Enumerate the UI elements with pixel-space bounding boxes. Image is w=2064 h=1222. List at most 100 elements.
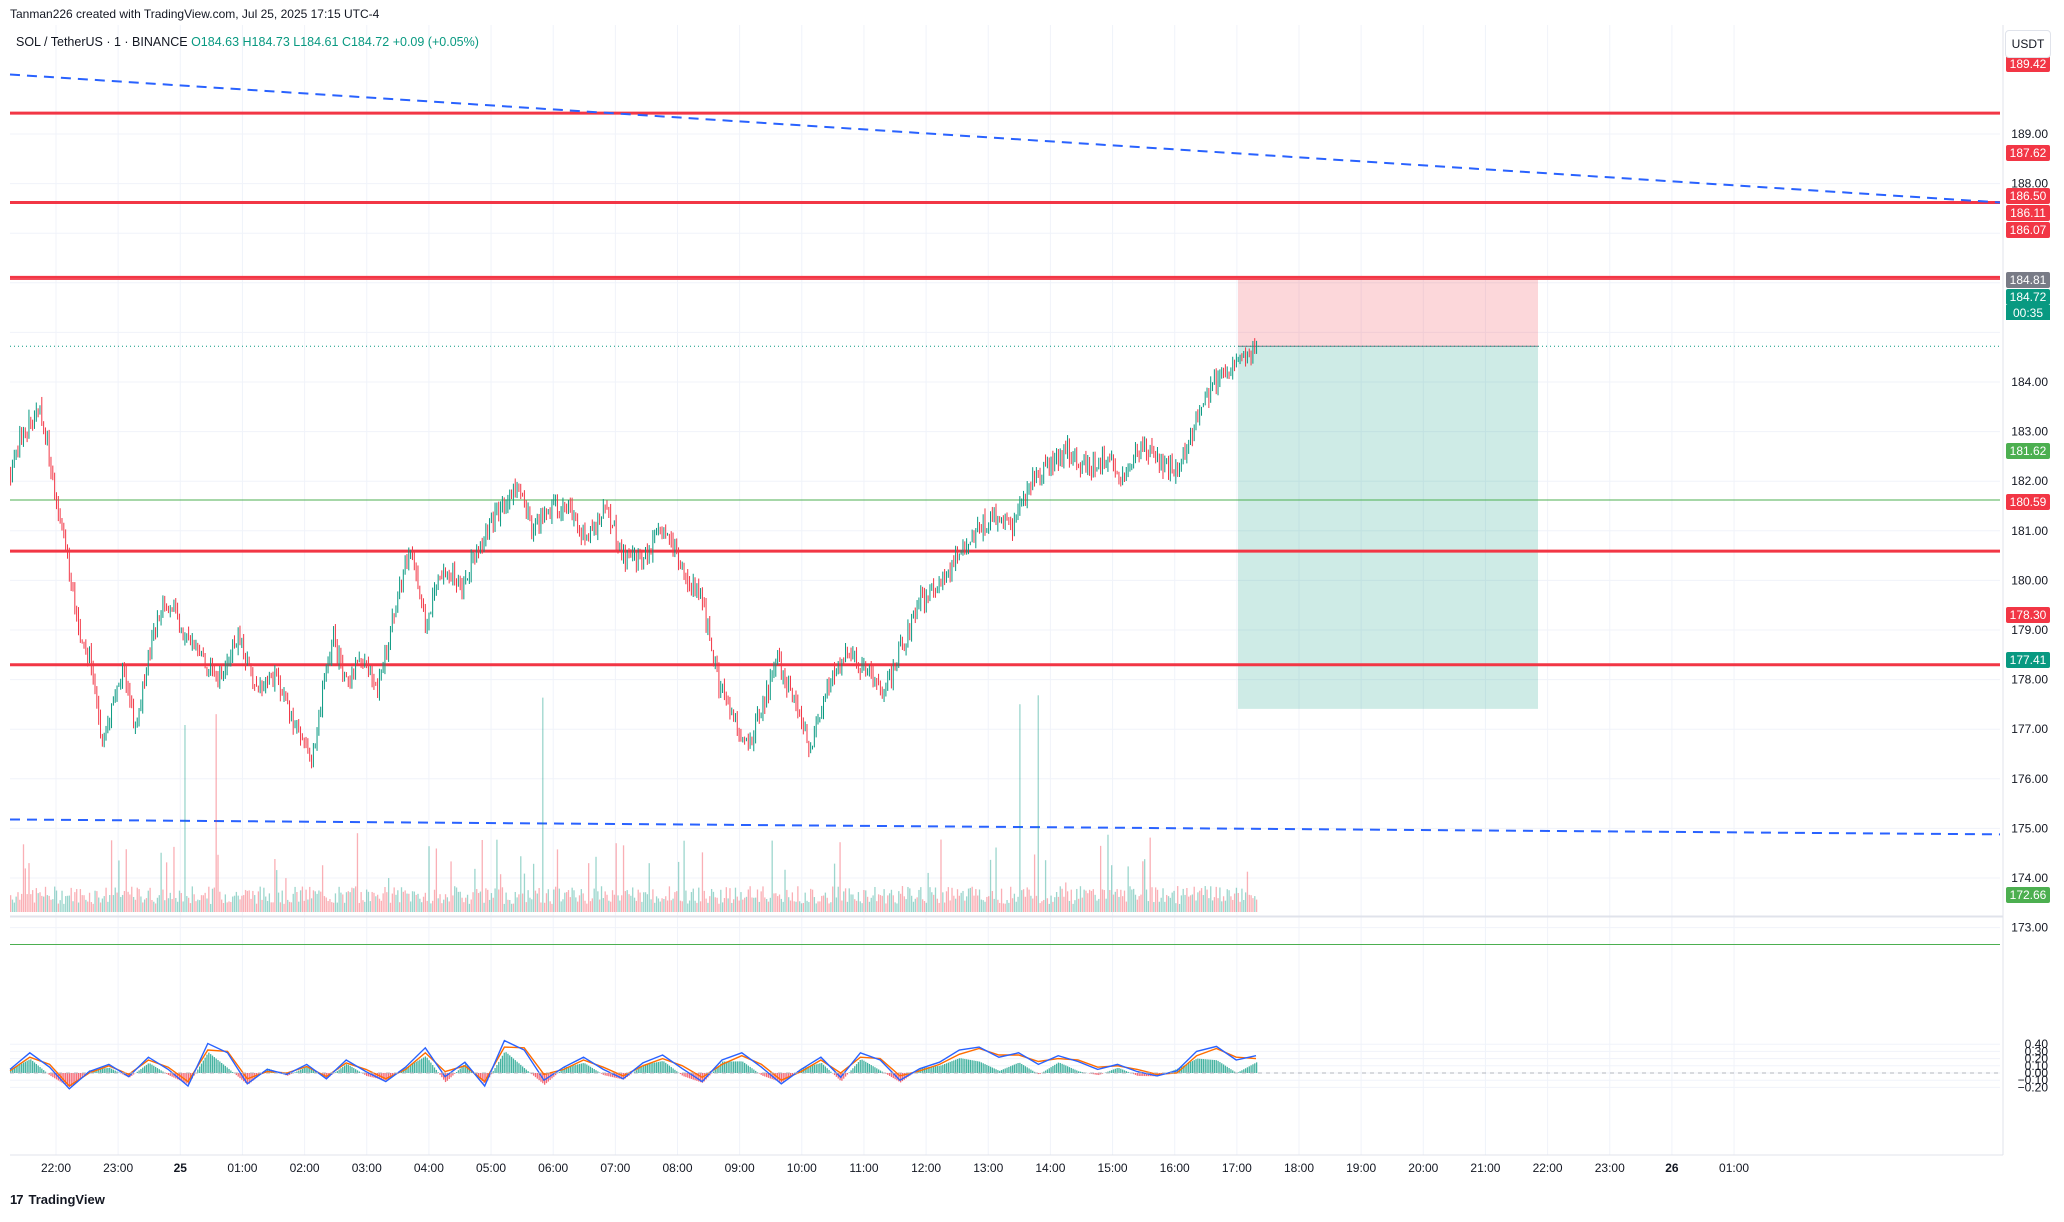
volume-bar [1072, 904, 1073, 912]
volume-bar [298, 902, 299, 912]
histogram-bar [1096, 1073, 1097, 1075]
volume-bar [227, 902, 228, 912]
histogram-bar [146, 1065, 147, 1073]
volume-bar [902, 886, 903, 912]
price-tick-label: 177.00 [2011, 722, 2048, 736]
volume-bar [990, 860, 991, 912]
volume-bar [794, 901, 795, 912]
histogram-bar [948, 1063, 949, 1073]
histogram-bar [764, 1073, 765, 1077]
volume-bar [573, 890, 574, 912]
volume-bar [863, 890, 864, 912]
histogram-bar [344, 1066, 345, 1073]
volume-bar [496, 840, 497, 912]
volume-bar [839, 842, 840, 912]
histogram-bar [421, 1059, 422, 1073]
histogram-bar [137, 1072, 138, 1073]
time-tick-label: 22:00 [41, 1161, 71, 1175]
volume-bar [485, 888, 486, 912]
volume-bar [1027, 887, 1028, 912]
volume-bar [170, 893, 171, 912]
histogram-bar [500, 1059, 501, 1073]
volume-bar [1001, 889, 1002, 912]
volume-bar [254, 895, 255, 912]
histogram-bar [1074, 1070, 1075, 1073]
histogram-bar [105, 1068, 106, 1073]
histogram-bar [366, 1073, 367, 1076]
price-tick-label: 179.00 [2011, 623, 2048, 637]
histogram-bar [1008, 1067, 1009, 1073]
volume-bar [566, 892, 567, 912]
volume-bar [390, 903, 391, 912]
volume-bar [768, 902, 769, 912]
volume-bar [36, 888, 37, 912]
volume-bar [893, 895, 894, 912]
volume-bar [966, 896, 967, 912]
volume-bar [463, 902, 464, 912]
histogram-bar [744, 1063, 745, 1073]
volume-bar [1205, 886, 1206, 912]
volume-bar [1206, 890, 1207, 912]
volume-bar [1080, 886, 1081, 912]
histogram-bar [416, 1062, 417, 1073]
volume-bar [1034, 854, 1035, 912]
volume-bar [599, 900, 600, 912]
histogram-bar [460, 1069, 461, 1073]
volume-bar [1071, 890, 1072, 912]
histogram-bar [660, 1062, 661, 1073]
volume-bar [876, 901, 877, 912]
volume-bar [1128, 866, 1129, 912]
histogram-bar [294, 1072, 295, 1073]
volume-bar [419, 899, 420, 912]
price-label-text: 172.66 [2010, 888, 2047, 902]
histogram-bar [871, 1065, 872, 1073]
volume-bar [645, 892, 646, 912]
volume-bar [926, 903, 927, 912]
volume-bar [1120, 890, 1121, 912]
histogram-bar [214, 1057, 215, 1073]
volume-bar [883, 889, 884, 912]
volume-bar [672, 899, 673, 912]
volume-bar [731, 903, 732, 912]
volume-bar [880, 895, 881, 912]
volume-bar [28, 863, 29, 912]
volume-bar [929, 887, 930, 912]
volume-bar [368, 892, 369, 912]
histogram-bar [575, 1065, 576, 1073]
volume-bar [69, 896, 70, 912]
histogram-bar [1005, 1068, 1006, 1073]
histogram-bar [738, 1061, 739, 1073]
volume-bar [474, 869, 475, 912]
currency-button[interactable]: USDT [2005, 30, 2051, 58]
volume-bar [845, 888, 846, 912]
volume-bar [379, 899, 380, 912]
volume-bar [351, 888, 352, 912]
volume-bar [1168, 896, 1169, 912]
volume-bar [326, 898, 327, 912]
volume-bar [551, 904, 552, 912]
volume-bar [146, 898, 147, 912]
volume-bar [371, 892, 372, 912]
volume-bar [258, 891, 259, 912]
ohlc-close: C184.72 [342, 35, 389, 49]
volume-bar [865, 890, 866, 912]
volume-bar [113, 895, 114, 912]
volume-bar [177, 902, 178, 912]
histogram-bar [1111, 1070, 1112, 1073]
volume-bar [216, 714, 217, 912]
volume-bar [586, 904, 587, 912]
histogram-bar [924, 1068, 925, 1073]
volume-bar [1017, 897, 1018, 912]
symbol-legend[interactable]: SOL / TetherUS · 1 · BINANCE O184.63 H18… [16, 35, 479, 49]
volume-bar [874, 887, 875, 912]
volume-bar [78, 903, 79, 912]
price-tick-label: 184.00 [2011, 375, 2048, 389]
time-tick-label: 26 [1665, 1161, 1679, 1175]
volume-bar [727, 898, 728, 912]
volume-bar [61, 891, 62, 912]
histogram-bar [1056, 1064, 1057, 1073]
histogram-bar [878, 1069, 879, 1073]
volume-bar [1142, 861, 1143, 912]
volume-bar [383, 893, 384, 912]
